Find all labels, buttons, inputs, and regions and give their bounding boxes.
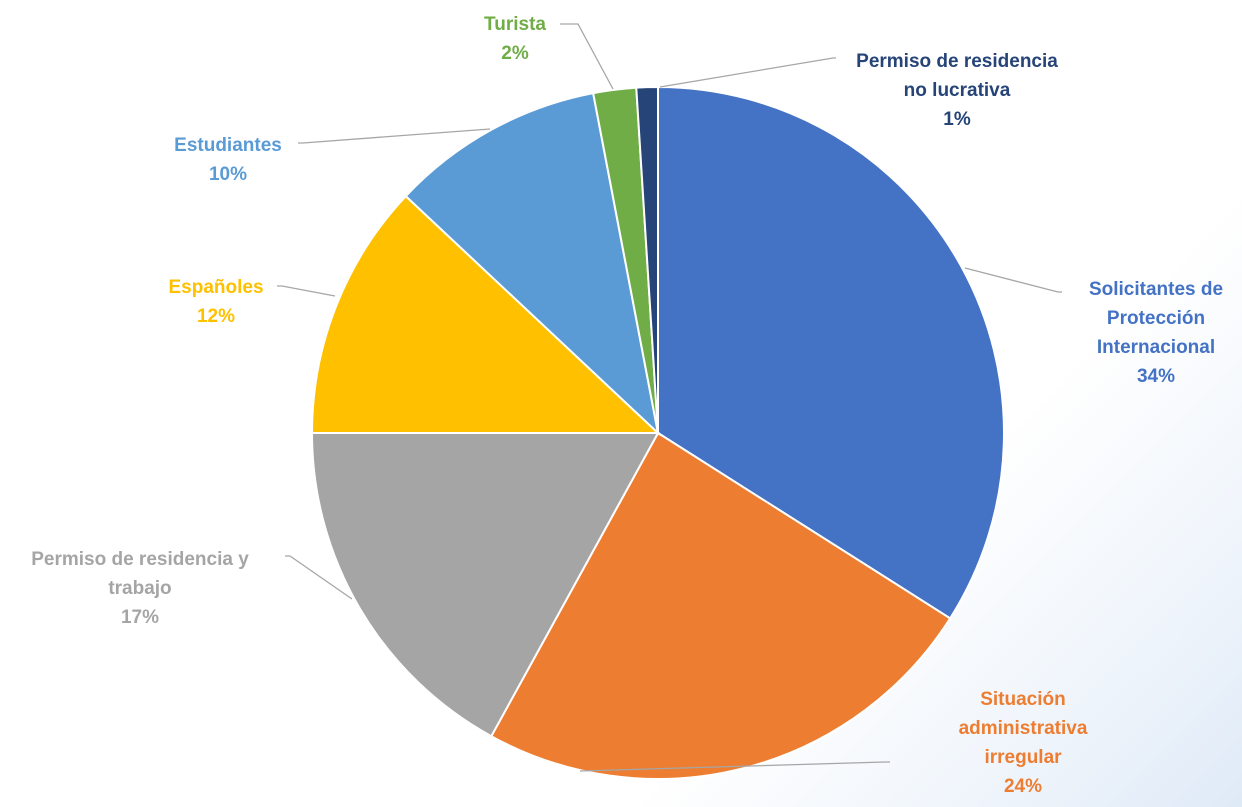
category-label-situacion-administrativa-irregular: administrativa <box>959 718 1088 739</box>
category-label-situacion-administrativa-irregular: Situación <box>980 689 1066 710</box>
data-label-permiso-residencia-trabajo: Permiso de residencia y trabajo 17% <box>31 549 249 628</box>
data-label-permiso-residencia-no-lucrativa: Permiso de residencia no lucrativa 1% <box>856 51 1058 130</box>
percent-label-permiso-residencia-trabajo: 17% <box>121 607 159 628</box>
pie-slice-estudiantes <box>404 91 660 436</box>
leader-lines-layer <box>277 23 1062 772</box>
data-label-situacion-administrativa-irregular: Situación administrativa irregular 24% <box>959 689 1088 797</box>
leader-line-estudiantes <box>298 128 491 144</box>
category-label-situacion-administrativa-irregular: irregular <box>984 747 1062 768</box>
leader-line-situacion-administrativa-irregular <box>579 761 890 772</box>
leader-line-permiso-residencia-no-lucrativa <box>659 57 836 88</box>
pie-slice-permiso-residencia-trabajo <box>310 432 660 738</box>
pie-slice-solicitantes-proteccion-internacional <box>657 85 1005 620</box>
category-label-permiso-residencia-trabajo: Permiso de residencia y <box>31 549 249 570</box>
leader-line-solicitantes-proteccion-internacional <box>964 267 1062 293</box>
leader-line-espanoles <box>277 285 336 297</box>
category-label-permiso-residencia-no-lucrativa: Permiso de residencia <box>856 51 1058 72</box>
percent-label-estudiantes: 10% <box>209 164 247 185</box>
category-label-permiso-residencia-no-lucrativa: no lucrativa <box>904 80 1011 101</box>
percent-label-solicitantes-proteccion-internacional: 34% <box>1137 366 1175 387</box>
percent-label-turista: 2% <box>501 43 529 64</box>
data-label-estudiantes: Estudiantes 10% <box>174 135 282 185</box>
pie-slice-situacion-administrativa-irregular <box>489 431 952 780</box>
data-label-solicitantes-proteccion-internacional: Solicitantes de Protección Internacional 34… <box>1089 279 1223 387</box>
category-label-espanoles: Españoles <box>168 277 263 298</box>
category-label-estudiantes: Estudiantes <box>174 135 282 156</box>
category-label-solicitantes-proteccion-internacional: Solicitantes de <box>1089 279 1223 300</box>
pie-slice-espanoles <box>310 194 661 434</box>
percent-label-permiso-residencia-no-lucrativa: 1% <box>943 109 971 130</box>
category-label-solicitantes-proteccion-internacional: Internacional <box>1097 337 1215 358</box>
category-label-permiso-residencia-trabajo: trabajo <box>108 578 171 599</box>
leader-line-permiso-residencia-trabajo <box>285 555 353 600</box>
percent-label-situacion-administrativa-irregular: 24% <box>1004 776 1042 797</box>
category-label-turista: Turista <box>484 14 546 35</box>
labels-layer: Solicitantes de Protección Internacional 34… <box>31 14 1223 797</box>
category-label-solicitantes-proteccion-internacional: Protección <box>1107 308 1205 329</box>
slices-layer <box>310 85 1005 780</box>
data-label-espanoles: Españoles 12% <box>168 277 263 327</box>
data-label-turista: Turista 2% <box>484 14 546 64</box>
leader-line-turista <box>560 23 614 90</box>
pie-slice-permiso-residencia-no-lucrativa <box>635 85 659 434</box>
percent-label-espanoles: 12% <box>197 306 235 327</box>
